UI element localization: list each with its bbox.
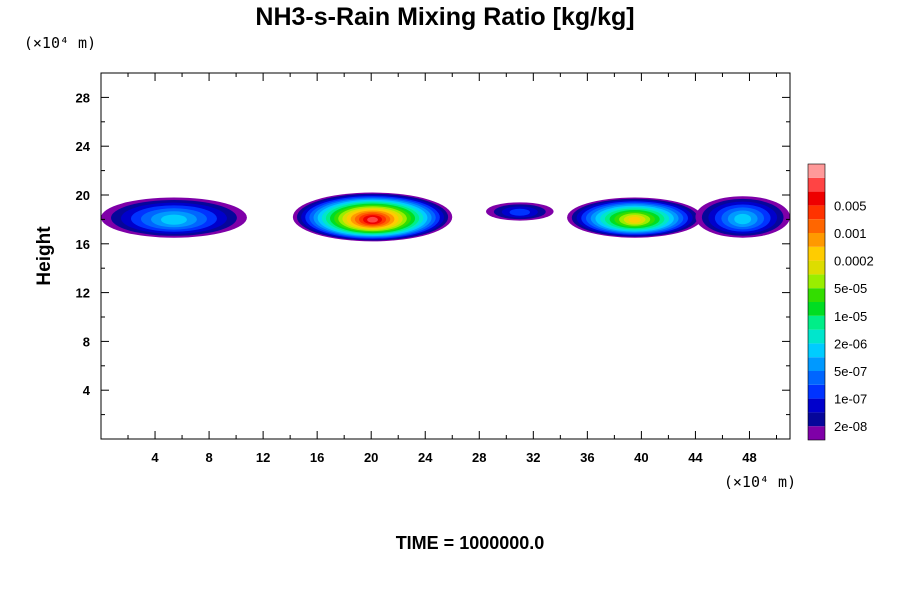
colorbar-swatch — [808, 246, 825, 261]
y-tick-label: 4 — [83, 383, 91, 398]
plot-frame — [100, 72, 791, 440]
colorbar-swatch — [808, 398, 825, 413]
x-unit-label: (×10⁴ m) — [724, 473, 796, 491]
x-tick-label: 8 — [205, 450, 212, 465]
colorbar-swatch — [808, 412, 825, 427]
x-tick-label: 44 — [688, 450, 703, 465]
x-tick-label: 32 — [526, 450, 540, 465]
colorbar-swatch — [808, 357, 825, 371]
colorbar-swatch — [808, 302, 825, 316]
y-unit-label: (×10⁴ m) — [24, 34, 96, 52]
colorbar-swatch — [808, 164, 825, 178]
colorbar: 2e-08 1e-07 5e-07 2e-06 1e-05 5e-05 0.0002 0.00… — [807, 163, 874, 441]
colorbar-frame — [807, 163, 826, 441]
x-tick-label: 48 — [742, 450, 756, 465]
colorbar-label: 0.005 — [834, 198, 867, 213]
colorbar-swatch — [808, 315, 825, 330]
x-tick-label: 24 — [418, 450, 433, 465]
contour-band — [509, 208, 531, 216]
colorbar-swatch — [808, 274, 825, 289]
x-tick-label: 36 — [580, 450, 594, 465]
x-tick-label: 4 — [151, 450, 159, 465]
y-tick-label: 12 — [76, 286, 90, 301]
y-axis-label: Height — [34, 226, 55, 286]
colorbar-swatch — [808, 384, 825, 399]
x-tick-label: 28 — [472, 450, 486, 465]
colorbar-label: 0.0002 — [834, 254, 874, 269]
y-tick-label: 28 — [76, 90, 90, 105]
colorbar-swatch — [808, 343, 825, 358]
chart-title: NH3-s-Rain Mixing Ratio [kg/kg] — [255, 3, 634, 31]
colorbar-label: 1e-07 — [834, 392, 867, 407]
colorbar-swatch — [808, 219, 825, 233]
colorbar-swatch — [808, 177, 825, 192]
contour-layer — [101, 192, 790, 242]
colorbar-swatch — [808, 371, 825, 385]
y-tick-label: 16 — [76, 237, 90, 252]
colorbar-label: 2e-06 — [834, 336, 867, 351]
colorbar-swatch — [808, 233, 825, 247]
colorbar-swatch — [808, 205, 825, 220]
x-tick-label: 16 — [310, 450, 324, 465]
y-tick-label: 20 — [76, 188, 90, 203]
colorbar-swatch — [808, 191, 825, 206]
colorbar-label: 2e-08 — [834, 419, 867, 434]
contour-band — [628, 216, 641, 223]
y-tick-label: 8 — [83, 334, 90, 349]
colorbar-label: 1e-05 — [834, 309, 867, 324]
x-tick-label: 20 — [364, 450, 378, 465]
colorbar-swatch — [808, 260, 825, 275]
colorbar-swatch — [808, 288, 825, 302]
contour-band — [367, 216, 378, 223]
contour-band — [734, 213, 752, 225]
colorbar-swatch — [808, 426, 825, 440]
x-tick-label: 40 — [634, 450, 648, 465]
y-tick-label: 24 — [76, 139, 91, 154]
contour-band — [160, 214, 187, 225]
colorbar-label: 5e-05 — [834, 281, 867, 296]
colorbar-swatch — [808, 329, 825, 344]
x-tick-label: 12 — [256, 450, 270, 465]
time-label: TIME = 1000000.0 — [396, 533, 545, 553]
colorbar-label: 5e-07 — [834, 364, 867, 379]
colorbar-label: 0.001 — [834, 226, 867, 241]
